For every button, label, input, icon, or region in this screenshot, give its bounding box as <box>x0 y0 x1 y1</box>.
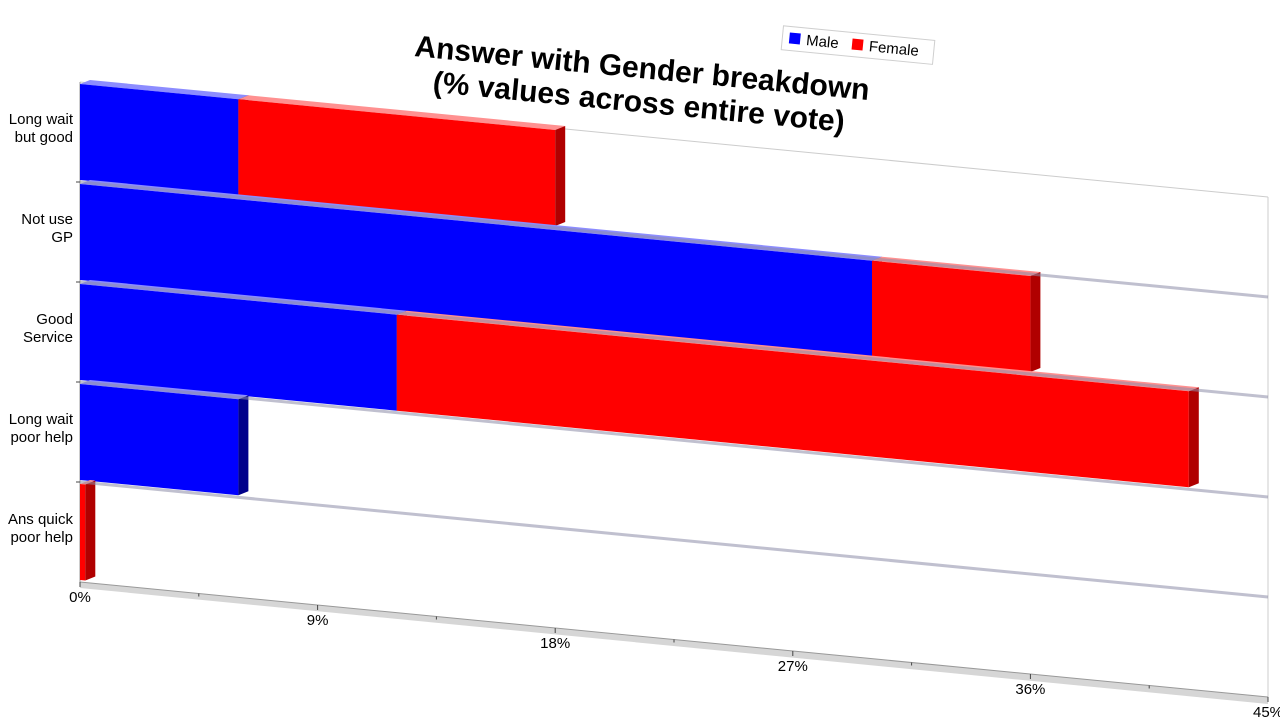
bar-top-female-long-wait-but-good <box>238 95 566 130</box>
axis-floor <box>80 582 1268 704</box>
category-label: Long wait but good <box>9 111 74 146</box>
category-label-line: Not use <box>21 211 73 228</box>
category-label-line: poor help <box>10 529 73 546</box>
bar-female-ans-quick-poor-help <box>80 484 86 581</box>
category-separator <box>79 180 1269 299</box>
bar-male-long-wait-but-good <box>80 84 239 196</box>
category-label-line: Long wait <box>9 411 74 428</box>
bar-end-male-long-wait-poor-help <box>238 395 249 496</box>
bar-male-long-wait-poor-help <box>80 384 239 496</box>
category-label-line: but good <box>15 129 73 146</box>
legend: Male Female <box>780 25 936 65</box>
category-separator <box>79 280 1269 399</box>
bar-female-good-service <box>396 314 1189 488</box>
category-label-line: Long wait <box>9 111 74 128</box>
legend-label-female: Female <box>868 38 919 60</box>
bar-end-female-ans-quick-poor-help <box>85 480 96 581</box>
category-label: Ans quick poor help <box>8 511 74 546</box>
legend-label-male: Male <box>805 32 839 52</box>
value-tick-label: 9% <box>307 612 329 629</box>
category-separators <box>76 180 1269 599</box>
value-tick-label: 18% <box>540 635 570 652</box>
bar-male-not-use-gp <box>80 184 872 357</box>
value-axis-ticks: 0% 9% 18% 27% 36% 45% <box>69 582 1280 720</box>
bars-group <box>80 80 1199 581</box>
value-tick-label: 27% <box>778 658 808 675</box>
category-label-line: Service <box>23 329 73 346</box>
legend-swatch-male <box>788 32 801 45</box>
category-label-line: GP <box>51 229 73 246</box>
legend-swatch-female <box>851 38 864 51</box>
category-label: Long wait poor help <box>9 411 74 446</box>
value-tick-label: 36% <box>1015 681 1045 698</box>
bar-top-male-long-wait-but-good <box>80 80 249 100</box>
value-tick-label: 45% <box>1253 704 1280 720</box>
category-label: Good Service <box>23 311 73 346</box>
bar-end-female-long-wait-but-good <box>555 126 566 226</box>
bar-female-long-wait-but-good <box>238 99 556 226</box>
category-separator <box>79 480 1269 599</box>
category-label: Not use GP <box>21 211 73 246</box>
value-tick-label: 0% <box>69 589 91 606</box>
category-label-line: poor help <box>10 429 73 446</box>
bar-male-good-service <box>80 284 397 411</box>
category-separator <box>79 380 1269 499</box>
bar-end-female-good-service <box>1188 387 1199 488</box>
category-label-line: Ans quick <box>8 511 74 528</box>
bar-end-female-not-use-gp <box>1030 272 1041 372</box>
bar-female-not-use-gp <box>872 260 1031 372</box>
category-label-line: Good <box>36 311 73 328</box>
